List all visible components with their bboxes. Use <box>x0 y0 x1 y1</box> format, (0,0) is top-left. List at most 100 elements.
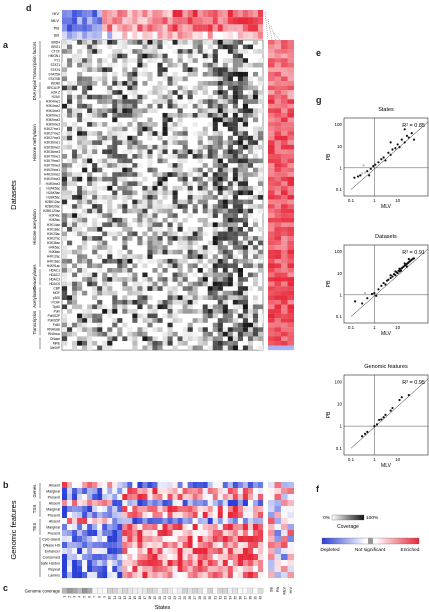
panel-a-cell <box>222 313 228 319</box>
panel-a-cell <box>102 163 108 168</box>
panel-b-cell <box>117 488 123 495</box>
panel-b-cell <box>117 500 123 507</box>
panel-b-row-label: Present <box>48 531 60 535</box>
coverage-cell <box>202 587 208 594</box>
panel-a-cell <box>232 53 238 59</box>
panel-a-cell <box>77 190 83 196</box>
panel-a-cell <box>227 154 233 159</box>
panel-b-cell <box>162 536 168 543</box>
panel-a-cell <box>142 277 148 282</box>
panel-a-cell <box>147 195 153 200</box>
panel-a-cell <box>247 322 254 328</box>
panel-d-cell <box>102 24 108 32</box>
panel-a-cell <box>157 67 163 73</box>
panel-a-side-cell <box>268 199 275 205</box>
panel-b-cell <box>172 512 178 519</box>
panel-b-cell <box>92 542 98 549</box>
panel-a-side-cell <box>274 272 281 278</box>
panel-b-cell <box>132 554 138 561</box>
panel-a-cell <box>82 208 88 214</box>
panel-a-side-cell <box>281 185 288 191</box>
panel-a-cell <box>232 99 238 104</box>
panel-a-cell <box>62 254 68 259</box>
panel-a-side-cell <box>287 336 294 342</box>
panel-a-side-cell <box>287 144 294 150</box>
panel-b-cell <box>72 494 78 501</box>
panel-a-side-cell <box>274 281 281 287</box>
panel-a-cell <box>62 176 68 182</box>
coverage-cell <box>252 587 259 594</box>
panel-a-cell <box>167 44 173 50</box>
panel-a-cell <box>227 99 233 104</box>
panel-a-cell <box>232 345 238 351</box>
panel-a-cell <box>257 204 264 209</box>
panel-a-cell <box>187 345 193 351</box>
panel-a-cell <box>217 304 223 310</box>
panel-b-cell <box>222 518 228 525</box>
panel-b-cell <box>147 512 153 519</box>
panel-a-cell <box>212 144 218 150</box>
panel-a-cell <box>222 167 228 173</box>
panel-a-cell <box>207 240 213 246</box>
panel-a-cell <box>227 149 233 155</box>
panel-a-cell <box>237 286 243 291</box>
panel-a-cell <box>187 309 193 314</box>
state-tick-label: 38 <box>248 596 252 600</box>
panel-a-cell <box>162 231 168 237</box>
panel-a-cell <box>202 331 208 337</box>
panel-d-cell <box>197 17 203 25</box>
panel-b-side-cell <box>287 518 294 525</box>
panel-b-cell <box>102 482 108 489</box>
panel-a-cell <box>127 272 133 278</box>
panel-b-cell <box>152 494 158 501</box>
panel-a-cell <box>192 331 198 337</box>
panel-a-cell <box>187 67 193 73</box>
panel-a-cell <box>122 222 128 228</box>
panel-a-cell <box>212 272 218 278</box>
panel-a-row-label: H4K12ac <box>47 255 61 259</box>
scatter-point <box>412 257 416 260</box>
panel-b-side-cell <box>287 554 294 561</box>
panel-a-cell <box>117 172 123 177</box>
panel-a-cell <box>82 185 88 191</box>
coverage-cell <box>242 587 249 594</box>
panel-a-cell <box>222 340 228 346</box>
panel-b-cell <box>87 572 93 579</box>
panel-a-cell <box>157 208 163 214</box>
panel-d-cell <box>217 17 223 25</box>
panel-a-cell <box>87 336 93 342</box>
panel-a-cell <box>122 304 128 310</box>
panel-a-cell <box>237 126 243 132</box>
panel-a-cell <box>257 49 264 54</box>
panel-a-cell <box>102 245 108 250</box>
panel-a-cell <box>62 268 68 273</box>
panel-a-cell <box>127 277 133 282</box>
coverage-cell <box>182 587 188 594</box>
panel-b-cell <box>142 554 148 561</box>
panel-a-cell <box>112 331 118 337</box>
panel-b-cell <box>132 536 138 543</box>
panel-b-side-cell <box>268 482 275 489</box>
panel-a-cell <box>167 190 173 196</box>
panel-d-cell <box>127 24 133 32</box>
panel-a-cell <box>182 181 188 187</box>
panel-a-cell <box>67 249 73 255</box>
panel-a-cell <box>82 94 88 100</box>
panel-a-cell <box>77 112 83 118</box>
panel-a-row-label: H3K36me3 <box>44 150 60 154</box>
panel-a-cell <box>242 167 249 173</box>
panel-a-cell <box>87 62 93 68</box>
panel-a-side-cell <box>274 90 281 95</box>
panel-a-row-label: H3K23ac <box>47 232 61 236</box>
panel-a-cell <box>157 240 163 246</box>
panel-a-cell <box>97 185 103 191</box>
panel-a-side-cell <box>287 217 294 223</box>
panel-b-cell <box>147 524 153 531</box>
panel-a-cell <box>157 286 163 291</box>
panel-a-side-cell <box>274 322 281 328</box>
panel-a-cell <box>62 322 68 328</box>
panel-a-cell <box>72 286 78 291</box>
panel-b-cell <box>257 554 264 561</box>
panel-a-cell <box>177 76 183 82</box>
panel-a-cell <box>197 258 203 264</box>
